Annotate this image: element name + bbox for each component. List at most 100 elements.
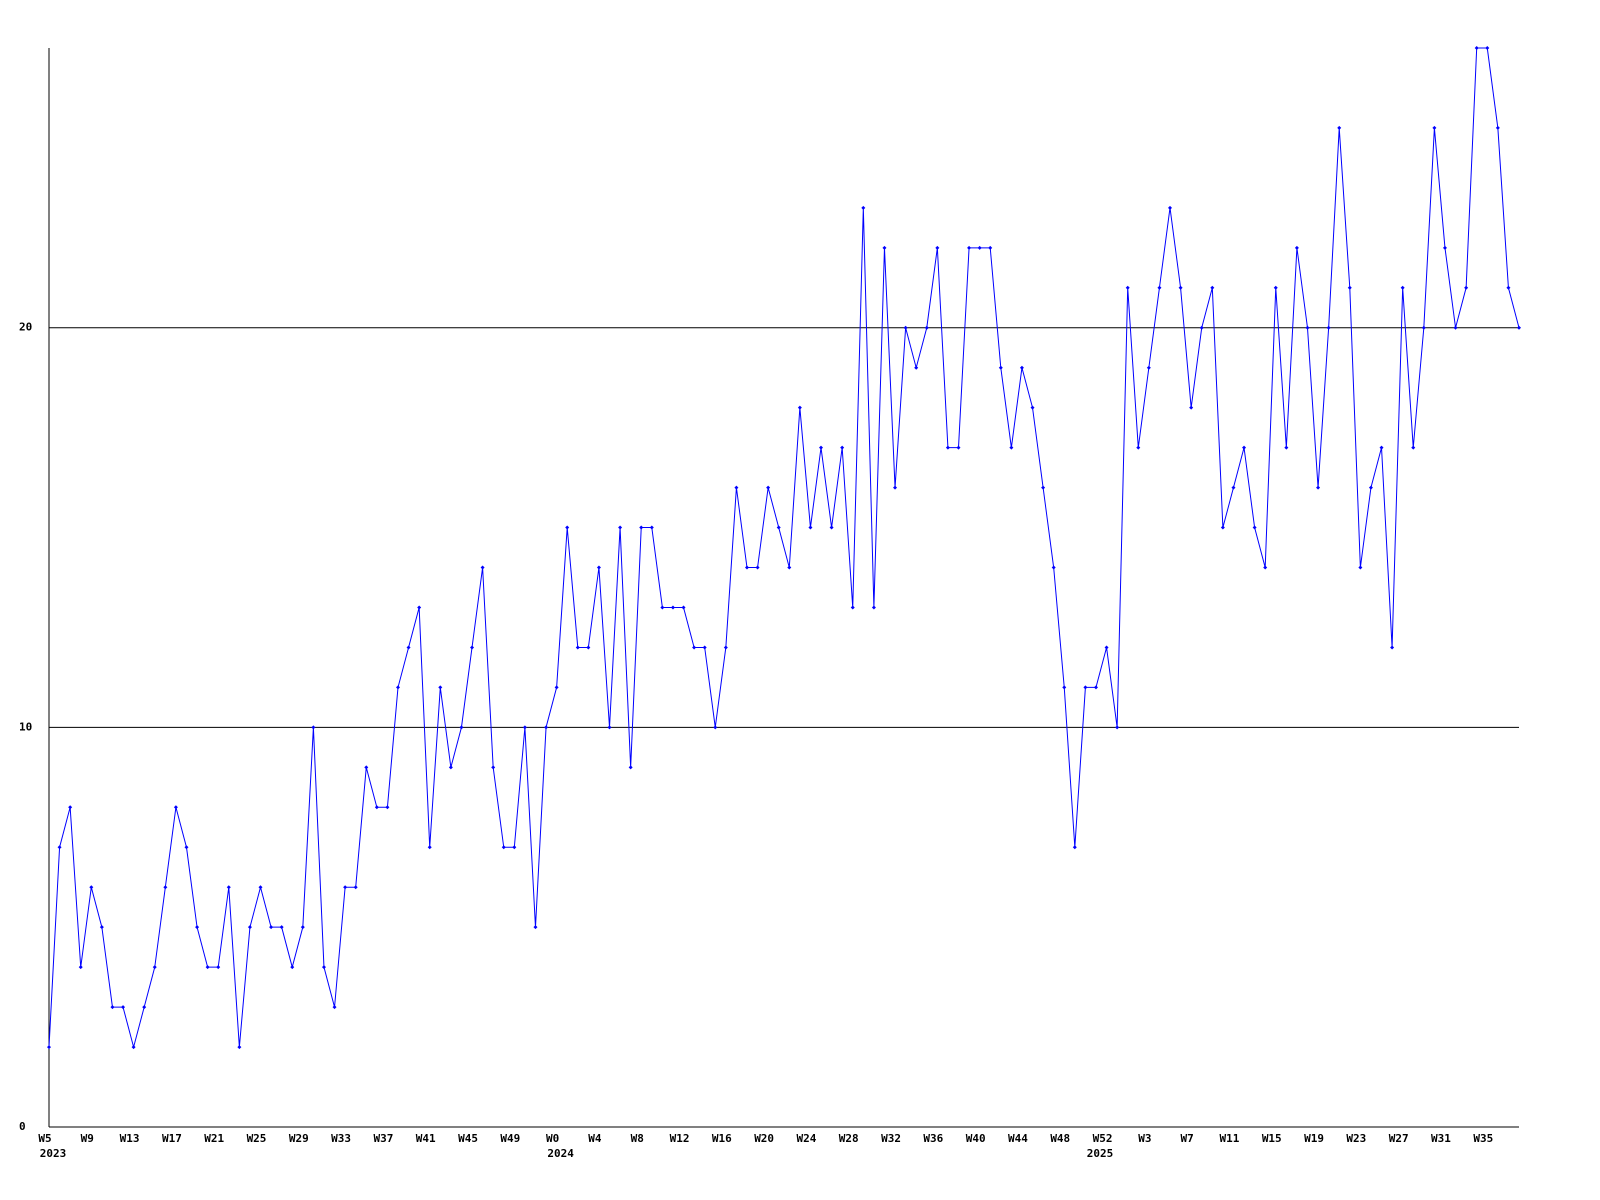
data-point [1400, 285, 1405, 290]
x-tick-label: W44 [1008, 1132, 1028, 1145]
y-tick-label: 20 [19, 321, 32, 334]
data-point [893, 485, 898, 490]
data-point [1051, 565, 1056, 570]
x-tick-label: W5 [38, 1132, 51, 1145]
data-point [47, 1045, 51, 1050]
data-point [945, 445, 950, 450]
data-point [1305, 325, 1310, 330]
data-point [1220, 525, 1225, 530]
data-point [670, 605, 675, 610]
data-point [565, 525, 570, 530]
x-tick-label: W41 [416, 1132, 436, 1145]
data-point [1485, 46, 1490, 50]
data-point [1178, 285, 1183, 290]
data-point [332, 1005, 337, 1010]
data-point [1337, 125, 1342, 130]
x-tick-label: W20 [754, 1132, 774, 1145]
data-point [903, 325, 908, 330]
data-point [247, 925, 252, 930]
data-point [1009, 445, 1014, 450]
data-point [914, 365, 919, 370]
data-point [501, 845, 506, 850]
data-point [1442, 245, 1447, 250]
data-point [343, 885, 348, 890]
data-point [544, 725, 549, 730]
data-point [1136, 445, 1141, 450]
data-point [702, 645, 707, 650]
data-point [1115, 725, 1120, 730]
data-point [819, 445, 824, 450]
data-point [533, 925, 538, 930]
data-point [1379, 445, 1384, 450]
data-point [607, 725, 612, 730]
data-point [226, 885, 231, 890]
data-point [1062, 685, 1067, 690]
data-point [142, 1005, 147, 1010]
x-tick-label: W23 [1346, 1132, 1366, 1145]
data-point [1252, 525, 1257, 530]
data-point [1104, 645, 1109, 650]
data-point [639, 525, 644, 530]
x-year-label: 2023 [40, 1147, 67, 1160]
x-tick-label: W27 [1389, 1132, 1409, 1145]
data-point [1093, 685, 1098, 690]
data-point [1390, 645, 1395, 650]
data-point [1273, 285, 1278, 290]
x-tick-label: W25 [247, 1132, 267, 1145]
data-point [1210, 285, 1215, 290]
data-point [1368, 485, 1373, 490]
data-point [744, 565, 749, 570]
data-point [269, 925, 274, 930]
data-point [967, 245, 972, 250]
data-point [586, 645, 591, 650]
data-point [660, 605, 665, 610]
data-point [734, 485, 739, 490]
data-point [861, 205, 866, 210]
x-tick-label: W49 [500, 1132, 520, 1145]
data-point [311, 725, 316, 730]
data-point [1125, 285, 1130, 290]
data-point [121, 1005, 126, 1010]
data-point [163, 885, 168, 890]
data-point [448, 765, 453, 770]
data-point [110, 1005, 115, 1010]
data-point [840, 445, 845, 450]
data-point [797, 405, 802, 410]
data-point [427, 845, 432, 850]
data-point [1168, 205, 1173, 210]
x-tick-label: W15 [1262, 1132, 1282, 1145]
data-point [1019, 365, 1024, 370]
data-point [956, 445, 961, 450]
data-point [1157, 285, 1162, 290]
x-tick-label: W37 [373, 1132, 393, 1145]
data-point [290, 965, 295, 970]
data-point [829, 525, 834, 530]
data-point [321, 965, 326, 970]
data-point [1358, 565, 1363, 570]
data-point [89, 885, 94, 890]
x-tick-label: W48 [1050, 1132, 1070, 1145]
x-tick-label: W8 [631, 1132, 644, 1145]
data-point [237, 1045, 242, 1050]
x-tick-label: W31 [1431, 1132, 1451, 1145]
data-point [1453, 325, 1458, 330]
data-point [988, 245, 993, 250]
data-point [1263, 565, 1268, 570]
data-point [300, 925, 305, 930]
data-point [1474, 46, 1479, 50]
data-point [68, 805, 73, 810]
data-point [364, 765, 369, 770]
data-point [977, 245, 982, 250]
x-tick-label: W29 [289, 1132, 309, 1145]
x-tick-label: W17 [162, 1132, 182, 1145]
x-tick-label: W19 [1304, 1132, 1324, 1145]
data-point [1072, 845, 1077, 850]
data-point [776, 525, 781, 530]
data-point [755, 565, 760, 570]
data-point [766, 485, 771, 490]
data-point [575, 645, 580, 650]
data-point [596, 565, 601, 570]
data-point [681, 605, 686, 610]
data-point [99, 925, 104, 930]
